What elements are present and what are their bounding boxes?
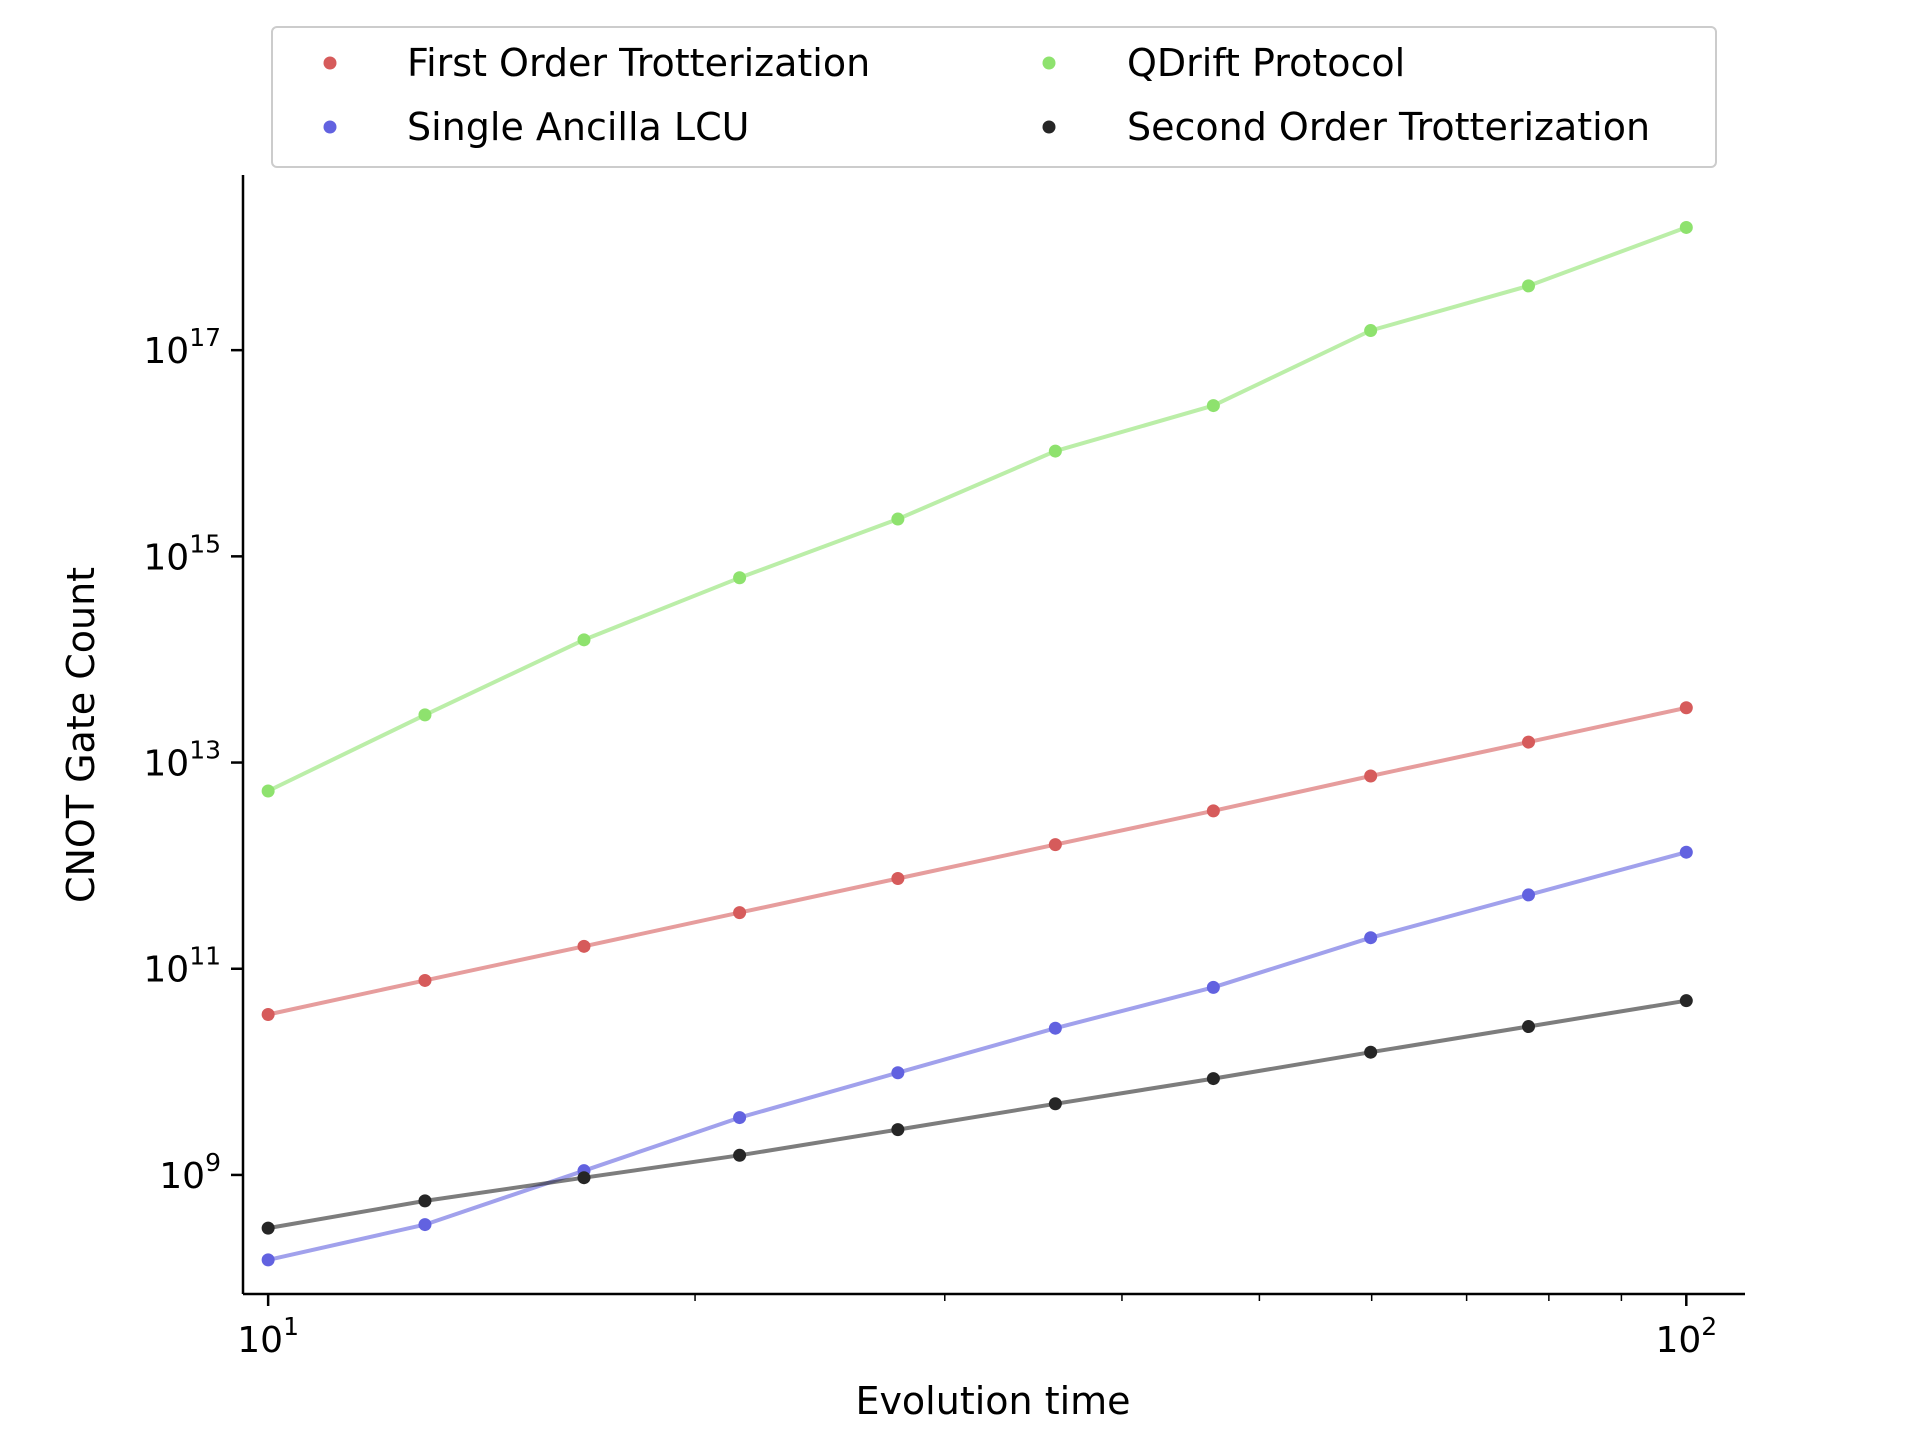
data-point [1679, 701, 1693, 715]
series-layer [261, 220, 1693, 1267]
series-4 [261, 994, 1693, 1235]
legend-label: First Order Trotterization [407, 41, 870, 85]
x-tick-label: 102 [1655, 1312, 1717, 1361]
series-3 [261, 220, 1693, 798]
y-tick-label: 1017 [143, 323, 221, 372]
data-point [1206, 1072, 1220, 1086]
data-point [1522, 1020, 1536, 1034]
legend-marker [1042, 120, 1056, 134]
data-point [1364, 1045, 1378, 1059]
y-tick-label: 1015 [143, 529, 221, 578]
data-point [891, 512, 905, 526]
y-tick-label: 109 [159, 1148, 221, 1197]
data-point [261, 1253, 275, 1267]
legend-entry: First Order Trotterization [323, 41, 870, 85]
data-point [261, 1007, 275, 1021]
data-point [1206, 804, 1220, 818]
legend-entry: Second Order Trotterization [1042, 105, 1650, 149]
legend-frame [271, 26, 1717, 168]
data-point [733, 906, 747, 920]
data-point [261, 784, 275, 798]
data-point [418, 708, 432, 722]
data-point [1048, 444, 1062, 458]
data-point [1048, 1097, 1062, 1111]
data-point [1522, 888, 1536, 902]
legend-marker [1042, 56, 1056, 70]
ticks: 109 1011 1013 1015 1017 101 102 [143, 323, 1717, 1361]
data-point [577, 939, 591, 953]
legend-label: Second Order Trotterization [1127, 105, 1650, 149]
data-point [1048, 1021, 1062, 1035]
data-point [1679, 994, 1693, 1008]
data-point [1679, 220, 1693, 234]
data-point [418, 1218, 432, 1232]
data-point [577, 1171, 591, 1185]
data-point [1522, 279, 1536, 293]
legend-entry: Single Ancilla LCU [323, 105, 749, 149]
axes [241, 175, 1745, 1296]
data-point [733, 1111, 747, 1125]
data-point [891, 1066, 905, 1080]
legend-marker [323, 120, 337, 134]
data-point [891, 872, 905, 886]
data-point [1048, 838, 1062, 852]
data-point [1206, 399, 1220, 413]
data-point [1364, 931, 1378, 945]
data-point [418, 1194, 432, 1208]
legend-marker [323, 56, 337, 70]
y-tick-label: 1011 [143, 942, 221, 991]
legend: First Order Trotterization Single Ancilla… [271, 26, 1717, 168]
series-line [267, 705, 1687, 1017]
legend-entry: QDrift Protocol [1042, 41, 1405, 85]
data-point [1522, 735, 1536, 749]
data-point [1679, 845, 1693, 859]
series-2 [261, 845, 1693, 1267]
y-axis-title: CNOT Gate Count [59, 567, 103, 903]
legend-label: Single Ancilla LCU [407, 105, 749, 149]
data-point [418, 973, 432, 987]
data-point [733, 571, 747, 585]
data-point [1206, 980, 1220, 994]
legend-label: QDrift Protocol [1127, 41, 1405, 85]
series-line [267, 225, 1687, 793]
data-point [577, 633, 591, 647]
data-point [733, 1148, 747, 1162]
x-tick-label: 101 [237, 1312, 299, 1361]
data-point [1364, 324, 1378, 338]
series-line [267, 998, 1687, 1231]
y-tick-label: 1013 [143, 736, 221, 785]
data-point [891, 1123, 905, 1137]
x-axis-title: Evolution time [855, 1379, 1130, 1423]
data-point [1364, 769, 1378, 783]
series-line [267, 850, 1687, 1262]
data-point [261, 1221, 275, 1235]
series-1 [261, 701, 1693, 1021]
